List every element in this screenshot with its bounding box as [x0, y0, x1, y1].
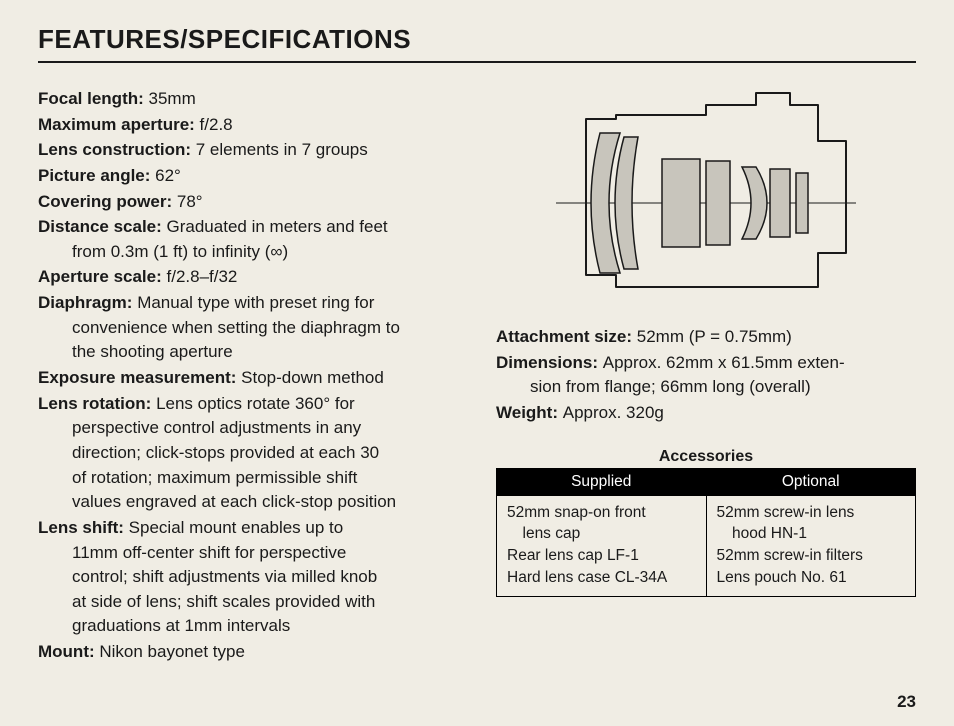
spec-label: Lens rotation:	[38, 394, 156, 413]
spec-value: 78°	[177, 192, 203, 211]
spec-line: Maximum aperture: f/2.8	[38, 113, 468, 138]
lens-cross-section-svg	[556, 87, 856, 307]
spec-continuation: of rotation; maximum permissible shift	[38, 466, 468, 491]
spec-continuation: values engraved at each click-stop posit…	[38, 490, 468, 515]
spec-label: Exposure measurement:	[38, 368, 241, 387]
spec-line: Distance scale: Graduated in meters and …	[38, 215, 468, 264]
spec-value: f/2.8	[200, 115, 233, 134]
spec-label: Lens shift:	[38, 518, 129, 537]
spec-line: Aperture scale: f/2.8–f/32	[38, 265, 468, 290]
spec-continuation: the shooting aperture	[38, 340, 468, 365]
spec-line: Dimensions: Approx. 62mm x 61.5mm exten-…	[496, 351, 916, 400]
spec-line: Attachment size: 52mm (P = 0.75mm)	[496, 325, 916, 350]
columns: Focal length: 35mmMaximum aperture: f/2.…	[38, 87, 916, 666]
acc-header-optional: Optional	[706, 468, 916, 495]
spec-continuation: direction; click-stops provided at each …	[38, 441, 468, 466]
spec-label: Weight:	[496, 403, 563, 422]
accessories-caption: Accessories	[496, 448, 916, 466]
spec-line: Lens rotation: Lens optics rotate 360° f…	[38, 392, 468, 515]
spec-label: Maximum aperture:	[38, 115, 200, 134]
acc-optional-cell: 52mm screw-in lens hood HN-152mm screw-i…	[706, 495, 916, 597]
accessories-table: Supplied Optional 52mm snap-on front len…	[496, 468, 916, 598]
spec-value: Manual type with preset ring for	[137, 293, 374, 312]
specs-right-column: Attachment size: 52mm (P = 0.75mm)Dimens…	[496, 87, 916, 666]
spec-value: 7 elements in 7 groups	[196, 140, 368, 159]
spec-label: Dimensions:	[496, 353, 603, 372]
spec-line: Diaphragm: Manual type with preset ring …	[38, 291, 468, 365]
spec-continuation: from 0.3m (1 ft) to infinity (∞)	[38, 240, 468, 265]
spec-continuation: at side of lens; shift scales provided w…	[38, 590, 468, 615]
spec-line: Focal length: 35mm	[38, 87, 468, 112]
spec-line: Covering power: 78°	[38, 190, 468, 215]
spec-line: Mount: Nikon bayonet type	[38, 640, 468, 665]
spec-line: Weight: Approx. 320g	[496, 401, 916, 426]
spec-label: Lens construction:	[38, 140, 196, 159]
spec-continuation: 11mm off-center shift for perspective	[38, 541, 468, 566]
spec-value: Graduated in meters and feet	[167, 217, 388, 236]
spec-value: Special mount enables up to	[129, 518, 344, 537]
acc-supplied-cell: 52mm snap-on front lens capRear lens cap…	[497, 495, 707, 597]
spec-value: 52mm (P = 0.75mm)	[637, 327, 792, 346]
spec-value: Lens optics rotate 360° for	[156, 394, 355, 413]
spec-value: Nikon bayonet type	[99, 642, 245, 661]
spec-label: Covering power:	[38, 192, 177, 211]
spec-label: Attachment size:	[496, 327, 637, 346]
lens-diagram	[496, 87, 916, 307]
spec-continuation: control; shift adjustments via milled kn…	[38, 565, 468, 590]
specs-left-column: Focal length: 35mmMaximum aperture: f/2.…	[38, 87, 468, 666]
spec-label: Picture angle:	[38, 166, 155, 185]
spec-continuation: graduations at 1mm intervals	[38, 614, 468, 639]
spec-line: Lens construction: 7 elements in 7 group…	[38, 138, 468, 163]
spec-value: 35mm	[149, 89, 196, 108]
spec-continuation: sion from flange; 66mm long (overall)	[496, 375, 916, 400]
spec-label: Mount:	[38, 642, 99, 661]
page-heading: FEATURES/SPECIFICATIONS	[38, 24, 916, 63]
spec-value: Approx. 320g	[563, 403, 664, 422]
spec-value: Approx. 62mm x 61.5mm exten-	[603, 353, 845, 372]
spec-line: Lens shift: Special mount enables up to 1…	[38, 516, 468, 639]
acc-header-supplied: Supplied	[497, 468, 707, 495]
spec-value: Stop-down method	[241, 368, 384, 387]
spec-continuation: convenience when setting the diaphragm t…	[38, 316, 468, 341]
spec-line: Picture angle: 62°	[38, 164, 468, 189]
spec-continuation: perspective control adjustments in any	[38, 416, 468, 441]
spec-label: Diaphragm:	[38, 293, 137, 312]
spec-label: Focal length:	[38, 89, 149, 108]
spec-value: 62°	[155, 166, 181, 185]
page-number: 23	[897, 692, 916, 712]
spec-label: Distance scale:	[38, 217, 167, 236]
spec-value: f/2.8–f/32	[167, 267, 238, 286]
spec-line: Exposure measurement: Stop-down method	[38, 366, 468, 391]
spec-label: Aperture scale:	[38, 267, 167, 286]
